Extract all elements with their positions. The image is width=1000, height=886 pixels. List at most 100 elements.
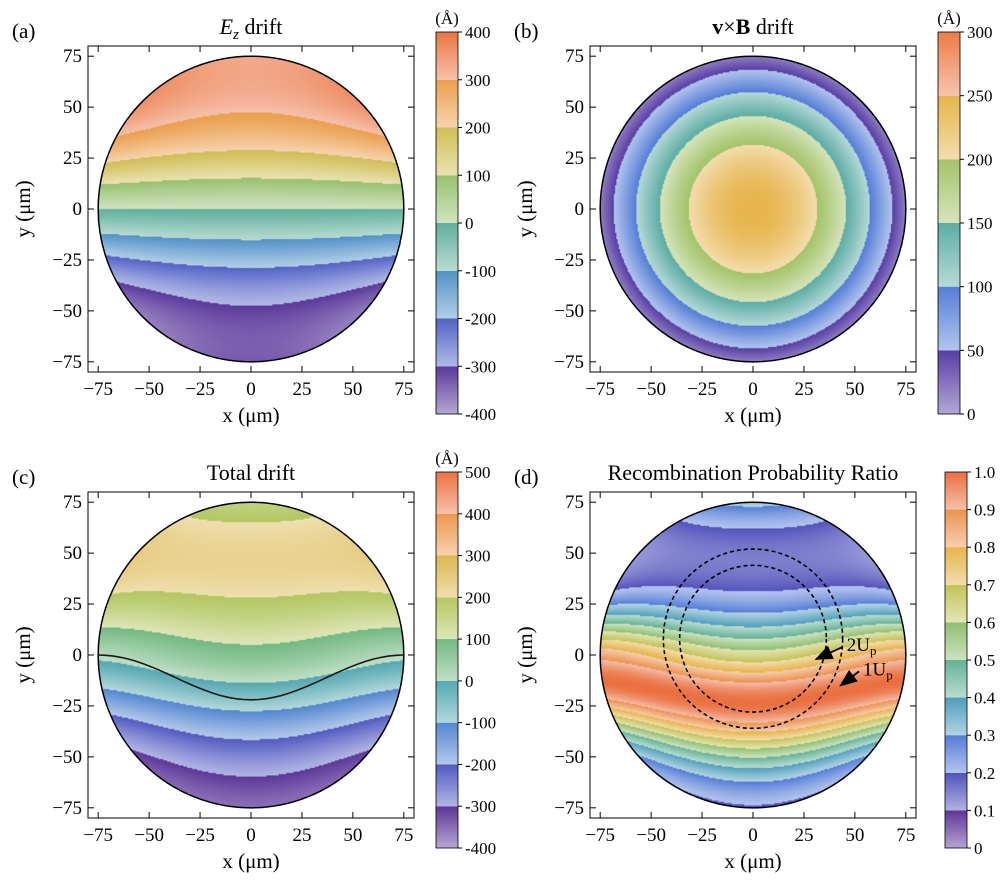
x-tick-label: 25 <box>292 379 311 400</box>
colorbar-unit: (Å) <box>937 9 961 28</box>
colorbar-tick-label: -100 <box>465 262 496 281</box>
x-tick-label: −50 <box>636 379 666 400</box>
colorbar-tick-label: 0.6 <box>974 613 995 632</box>
x-axis-label: x (μm) <box>222 849 279 873</box>
y-tick-label: 75 <box>63 492 82 513</box>
x-tick-label: −25 <box>185 825 215 846</box>
colorbar-tick-label: 300 <box>967 23 993 42</box>
x-axis-label: x (μm) <box>724 849 781 873</box>
colorbar-tick-label: 150 <box>967 214 993 233</box>
circle-label: 1Up <box>863 659 893 682</box>
colorbar-tick-label: 0 <box>465 672 474 691</box>
y-tick-label: 50 <box>63 543 82 564</box>
colorbar-tick-label: 100 <box>465 630 491 649</box>
y-tick-label: −75 <box>554 798 584 819</box>
panel-a: −75 −50 −25 0 25 50 75 −75 −50 −25 0 25 50 75 x (μm) y … <box>11 9 496 427</box>
panel-c: −75 −50 −25 0 25 50 75 −75 −50 −25 0 25 50 75 x (μm) y … <box>11 449 496 873</box>
x-tick-label: −50 <box>134 825 164 846</box>
colorbar-tick-label: 100 <box>967 278 993 297</box>
chart-title: Recombination Probability Ratio <box>608 460 899 485</box>
y-tick-label: −75 <box>52 798 82 819</box>
panel-label: (b) <box>514 19 539 43</box>
colorbar-tick-label: 0.7 <box>974 576 996 595</box>
y-axis-label: y (μm) <box>11 626 35 683</box>
colorbar-tick-label: 50 <box>967 341 984 360</box>
colorbar-tick-label: 0.8 <box>974 538 995 557</box>
y-tick-label: −50 <box>554 301 584 322</box>
panel-label: (d) <box>514 465 539 489</box>
y-tick-label: 75 <box>565 46 584 67</box>
colorbar-tick-label: 200 <box>465 588 491 607</box>
y-axis-label: y (μm) <box>513 180 537 237</box>
colorbar <box>937 31 961 415</box>
colorbar-tick-label: 0.1 <box>974 801 995 820</box>
y-axis-label: y (μm) <box>513 626 537 683</box>
pointer-arrow <box>839 669 860 687</box>
colorbar-tick-label: 300 <box>465 71 491 90</box>
y-tick-label: −25 <box>52 696 82 717</box>
colorbar-tick-label: -300 <box>465 357 496 376</box>
dashed-circle <box>662 548 844 730</box>
chart-title: Ez drift <box>219 14 283 43</box>
x-tick-label: 50 <box>343 379 362 400</box>
colorbar <box>435 31 459 415</box>
y-tick-label: −25 <box>554 250 584 271</box>
x-tick-label: −75 <box>83 825 113 846</box>
heatmap-field <box>88 46 414 372</box>
y-tick-label: −25 <box>52 250 82 271</box>
x-tick-label: −25 <box>687 825 717 846</box>
y-tick-label: 50 <box>565 97 584 118</box>
heatmap-field <box>88 492 414 818</box>
x-axis-label: x (μm) <box>222 403 279 427</box>
y-tick-label: 0 <box>73 199 83 220</box>
x-tick-label: 75 <box>896 825 915 846</box>
colorbar-tick-label: -100 <box>465 714 496 733</box>
x-tick-label: −25 <box>185 379 215 400</box>
colorbar-tick-label: 200 <box>465 119 491 138</box>
panel-d: −75 −50 −25 0 25 50 75 −75 −50 −25 0 25 50 75 x (μm) y … <box>513 460 996 873</box>
y-tick-label: 25 <box>565 148 584 169</box>
y-tick-label: 50 <box>565 543 584 564</box>
panel-label: (a) <box>12 19 35 43</box>
y-tick-label: 0 <box>73 645 83 666</box>
y-axis-label: y (μm) <box>11 180 35 237</box>
colorbar-tick-label: 200 <box>967 150 993 169</box>
y-tick-label: 75 <box>63 46 82 67</box>
y-tick-label: −75 <box>554 352 584 373</box>
x-tick-label: 0 <box>246 825 256 846</box>
domain-circle <box>97 501 405 809</box>
x-tick-label: 25 <box>292 825 311 846</box>
colorbar-tick-label: 100 <box>465 166 491 185</box>
colorbar-tick-label: 0.3 <box>974 726 995 745</box>
y-tick-label: 0 <box>575 199 585 220</box>
colorbar-tick-label: -200 <box>465 755 496 774</box>
panel-b: −75 −50 −25 0 25 50 75 −75 −50 −25 0 25 50 75 x (μm) y … <box>513 9 993 427</box>
x-tick-label: −50 <box>636 825 666 846</box>
panel-label: (c) <box>12 465 35 489</box>
x-tick-label: −75 <box>585 825 615 846</box>
x-tick-label: 0 <box>748 825 758 846</box>
colorbar-tick-label: 0.2 <box>974 764 995 783</box>
x-tick-label: −50 <box>134 379 164 400</box>
dashed-circle <box>678 564 828 713</box>
colorbar-tick-label: 0 <box>974 839 983 858</box>
x-tick-label: 50 <box>343 825 362 846</box>
x-tick-label: 0 <box>748 379 758 400</box>
heatmap-field <box>590 46 916 372</box>
colorbar-tick-label: 500 <box>465 463 491 482</box>
x-tick-label: 25 <box>794 825 813 846</box>
colorbar-tick-label: -400 <box>465 405 496 424</box>
x-tick-label: 0 <box>246 379 256 400</box>
colorbar-tick-label: 0 <box>465 214 474 233</box>
x-tick-label: −75 <box>585 379 615 400</box>
x-tick-label: 75 <box>394 379 413 400</box>
colorbar-tick-label: 400 <box>465 23 491 42</box>
y-tick-label: 50 <box>63 97 82 118</box>
y-tick-label: 75 <box>565 492 584 513</box>
pointer-arrow <box>814 645 844 660</box>
colorbar <box>944 471 968 849</box>
colorbar-unit: (Å) <box>435 449 459 468</box>
x-tick-label: −25 <box>687 379 717 400</box>
colorbar-tick-label: 0.5 <box>974 651 995 670</box>
colorbar-unit: (Å) <box>435 9 459 28</box>
